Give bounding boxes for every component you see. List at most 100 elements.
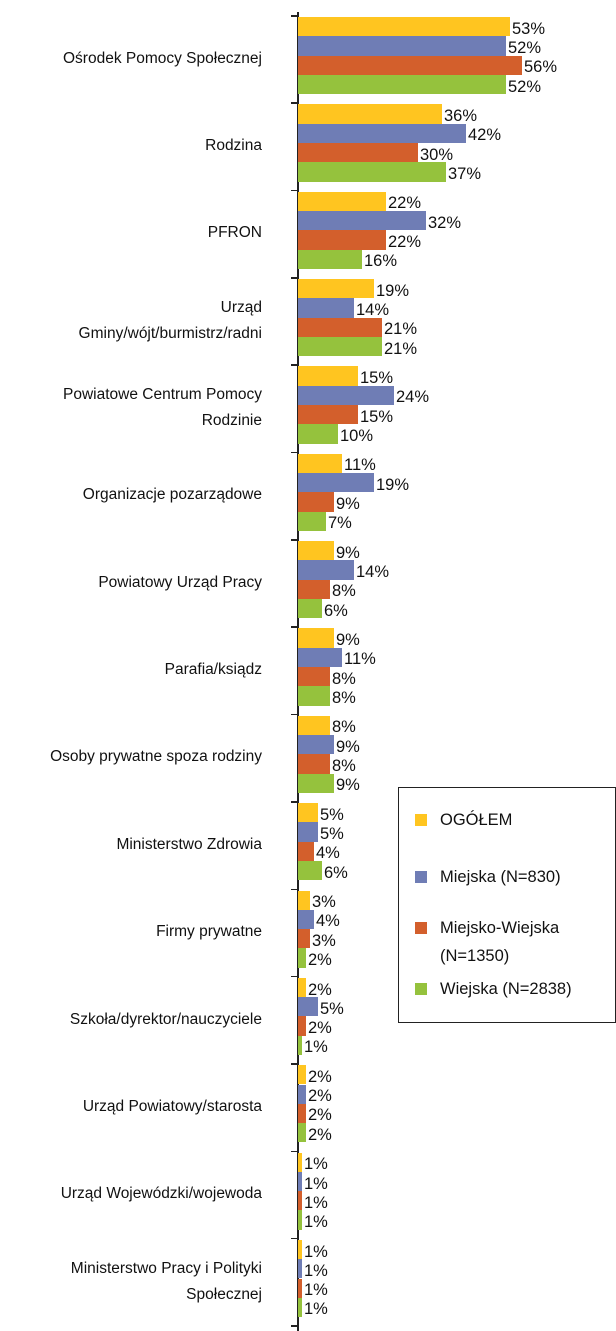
value-label: 9%: [336, 737, 360, 756]
value-label: 15%: [360, 407, 394, 426]
value-label: 8%: [332, 669, 356, 688]
bar: [298, 1065, 306, 1085]
value-label: 8%: [332, 757, 356, 776]
bar: [298, 123, 466, 143]
axis-tick: [291, 888, 298, 890]
axis-tick: [291, 451, 298, 454]
value-label: 8%: [332, 689, 356, 707]
axis-tick: [291, 15, 298, 17]
value-label: 8%: [332, 582, 356, 601]
bar: [298, 735, 334, 755]
value-label: 5%: [320, 825, 344, 844]
bar: [298, 317, 382, 337]
value-label: 6%: [324, 863, 348, 882]
value-label: 8%: [332, 718, 356, 737]
bar: [298, 1297, 302, 1318]
value-label: 2%: [308, 1067, 332, 1086]
value-label: 1%: [304, 1193, 328, 1212]
bar: [298, 667, 330, 687]
value-label: 19%: [376, 281, 410, 300]
value-label: 42%: [468, 126, 502, 145]
bar: [298, 104, 442, 124]
legend-label: Miejsko-Wiejska (N=1350): [440, 919, 560, 965]
bar: [298, 803, 318, 823]
value-label: 2%: [308, 1106, 332, 1125]
axis-tick: [291, 1063, 298, 1065]
value-label: 36%: [444, 107, 478, 125]
legend-label: Miejska (N=830): [440, 868, 561, 886]
bar: [298, 492, 334, 512]
axis-tick: [291, 102, 298, 104]
bar: [298, 55, 522, 75]
value-label: 4%: [316, 912, 340, 931]
category-label: Rodzina: [205, 137, 262, 155]
bar: [298, 948, 306, 968]
value-label: 2%: [308, 1019, 332, 1038]
value-label: 2%: [308, 1125, 332, 1144]
category-label: Organizacje pozarządowe: [82, 486, 262, 504]
bar: [298, 841, 314, 862]
legend-label: OGÓŁEM: [440, 811, 513, 829]
category-label: Powiatowy Urząd Pracy: [98, 573, 262, 591]
value-label: 16%: [364, 252, 398, 271]
axis-tick: [291, 626, 298, 628]
axis-line: [297, 12, 299, 1331]
bar: [298, 1035, 302, 1056]
bar: [298, 74, 506, 95]
bar: [298, 1152, 302, 1172]
category-label: Ministerstwo Zdrowia: [116, 835, 262, 853]
bar: [298, 336, 382, 357]
axis-tick: [291, 975, 298, 978]
category-label: Powiatowe Centrum Pomocy Rodzinie: [63, 386, 262, 430]
bar: [298, 1123, 306, 1143]
bar: [298, 929, 310, 949]
value-label: 9%: [336, 495, 360, 513]
bar: [298, 1103, 306, 1124]
value-label: 32%: [428, 213, 462, 232]
value-label: 22%: [388, 194, 422, 213]
value-label: 19%: [376, 475, 410, 494]
category-label: Urząd Powiatowy/starosta: [82, 1097, 262, 1115]
value-label: 9%: [336, 543, 360, 562]
value-label: 11%: [344, 456, 376, 475]
bar: [298, 628, 334, 648]
value-label: 52%: [508, 38, 542, 57]
category-label: Urząd Wojewódzki/wojewoda: [60, 1185, 262, 1203]
value-label: 53%: [512, 19, 546, 38]
value-label: 1%: [304, 1242, 328, 1261]
bar: [298, 773, 334, 793]
axis-tick: [291, 1150, 298, 1153]
bar: [298, 211, 426, 231]
value-label: 6%: [324, 601, 348, 620]
bar: [298, 541, 334, 561]
bar: [298, 405, 358, 425]
value-label: 30%: [420, 145, 454, 164]
bar: [298, 1278, 302, 1298]
axis-tick: [291, 1237, 298, 1240]
bar: [298, 142, 418, 163]
axis-tick: [291, 539, 298, 541]
value-label: 5%: [320, 999, 344, 1018]
bar: [298, 17, 510, 37]
bar: [298, 36, 506, 56]
legend-swatch: [415, 983, 427, 995]
bar: [298, 1191, 302, 1211]
bar: [298, 279, 374, 299]
bar: [298, 1171, 302, 1192]
value-label: 3%: [312, 893, 336, 912]
bar: [298, 453, 342, 474]
bar: [298, 822, 318, 842]
bar: [298, 890, 310, 910]
axis-tick: [291, 277, 298, 279]
bar: [298, 1259, 302, 1279]
category-label: Urząd Gminy/wójt/burmistrz/radni: [78, 298, 262, 342]
category-label: Ośrodek Pomocy Społecznej: [62, 49, 262, 67]
value-label: 21%: [384, 339, 418, 358]
value-label: 2%: [308, 1087, 332, 1106]
value-label: 24%: [396, 388, 430, 407]
bar: [298, 909, 314, 930]
value-label: 1%: [304, 1281, 328, 1300]
category-label: Szkoła/dyrektor/nauczyciele: [69, 1010, 262, 1028]
bar: [298, 686, 330, 706]
